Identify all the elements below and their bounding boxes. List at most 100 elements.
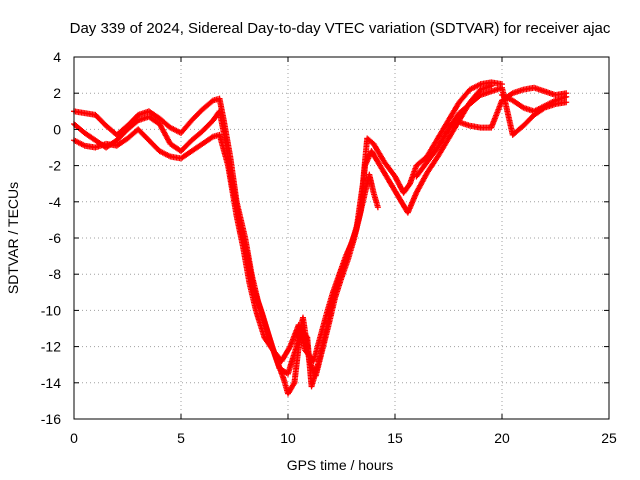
sample-markers bbox=[457, 102, 472, 116]
sample-markers bbox=[285, 381, 297, 396]
sample-markers bbox=[313, 348, 325, 377]
sample-markers bbox=[521, 113, 537, 128]
series-track-6 bbox=[499, 92, 570, 115]
y-axis-label: SDTVAR / TECUs bbox=[5, 182, 21, 294]
sample-markers bbox=[179, 118, 194, 135]
sample-markers bbox=[405, 191, 419, 215]
sample-markers bbox=[532, 103, 547, 114]
sample-markers bbox=[457, 87, 472, 104]
sample-markers bbox=[425, 145, 440, 164]
x-tick-label: 25 bbox=[601, 430, 617, 446]
sample-markers bbox=[216, 133, 231, 168]
sample-markers bbox=[326, 296, 338, 327]
y-tick-label: 2 bbox=[53, 85, 61, 101]
sample-markers bbox=[435, 118, 451, 141]
sample-markers bbox=[366, 173, 377, 195]
sample-markers bbox=[414, 160, 430, 179]
x-axis-label: GPS time / hours bbox=[287, 457, 394, 473]
sample-markers bbox=[349, 218, 362, 244]
sample-markers bbox=[225, 164, 240, 218]
sample-markers bbox=[189, 107, 205, 123]
sample-markers bbox=[336, 254, 349, 276]
sample-markers bbox=[377, 163, 393, 186]
sample-markers bbox=[125, 113, 141, 128]
sample-markers bbox=[246, 281, 259, 312]
sample-markers bbox=[371, 191, 381, 209]
y-tick-label: -2 bbox=[49, 158, 62, 174]
sample-markers bbox=[200, 134, 215, 146]
series-track-2 bbox=[71, 82, 495, 379]
sample-markers bbox=[233, 214, 246, 249]
sample-markers bbox=[189, 129, 205, 143]
y-tick-label: -12 bbox=[41, 339, 61, 355]
sample-markers bbox=[114, 127, 130, 143]
x-tick-label: 0 bbox=[70, 430, 78, 446]
y-tick-label: -6 bbox=[49, 230, 62, 246]
sample-markers bbox=[179, 138, 194, 154]
sample-markers bbox=[510, 123, 526, 137]
sample-markers bbox=[93, 113, 109, 128]
chart-title: Day 339 of 2024, Sidereal Day-to-day VTE… bbox=[70, 20, 611, 37]
sample-markers bbox=[259, 312, 274, 345]
series-track-3 bbox=[71, 126, 381, 365]
sample-markers bbox=[179, 149, 194, 161]
data-point bbox=[563, 93, 570, 100]
sample-markers bbox=[407, 164, 419, 186]
sample-markers bbox=[157, 116, 173, 130]
sample-markers bbox=[262, 335, 276, 352]
sample-markers bbox=[211, 132, 221, 140]
sample-markers bbox=[83, 130, 98, 143]
y-tick-label: -10 bbox=[41, 302, 61, 318]
sample-markers bbox=[424, 154, 440, 175]
y-tick-label: -8 bbox=[49, 266, 62, 282]
sample-markers bbox=[147, 114, 162, 127]
sample-markers bbox=[371, 142, 387, 164]
sample-markers bbox=[355, 191, 368, 222]
sample-markers bbox=[251, 287, 265, 316]
sample-markers bbox=[200, 98, 215, 112]
y-tick-label: -4 bbox=[49, 194, 62, 210]
tick-labels: 0 5 10 15 20 25 -16 -14 -12 -10 -8 -6 -4 -2 0 2 4 bbox=[41, 49, 617, 446]
sample-markers bbox=[240, 245, 253, 285]
y-tick-label: -16 bbox=[41, 411, 61, 427]
x-tick-label: 10 bbox=[280, 430, 296, 446]
sample-markers bbox=[511, 98, 526, 110]
sample-markers bbox=[414, 154, 429, 168]
series-track-4 bbox=[413, 84, 570, 180]
sample-markers bbox=[253, 308, 267, 340]
sample-markers bbox=[392, 174, 406, 195]
sample-markers bbox=[365, 136, 376, 146]
axes bbox=[73, 56, 610, 420]
sample-markers bbox=[211, 96, 221, 103]
sample-markers bbox=[158, 148, 172, 159]
data-point bbox=[488, 82, 495, 89]
sample-markers bbox=[446, 100, 462, 122]
x-tick-label: 20 bbox=[494, 430, 510, 446]
sample-markers bbox=[115, 136, 130, 148]
y-tick-label: -14 bbox=[41, 375, 61, 391]
sample-markers bbox=[279, 344, 293, 363]
sample-markers bbox=[369, 149, 383, 168]
data-marks bbox=[71, 79, 570, 397]
sample-markers bbox=[388, 182, 402, 200]
x-tick-label: 15 bbox=[387, 430, 403, 446]
sample-markers bbox=[543, 98, 557, 109]
sample-markers bbox=[157, 122, 173, 146]
sample-markers bbox=[114, 123, 130, 137]
sample-markers bbox=[468, 81, 483, 92]
sample-markers bbox=[500, 92, 515, 103]
sample-markers bbox=[125, 118, 141, 132]
grid-lines bbox=[74, 57, 609, 419]
sample-markers bbox=[285, 345, 300, 376]
sample-markers bbox=[424, 136, 440, 159]
sample-markers bbox=[296, 323, 308, 352]
sample-markers bbox=[435, 127, 451, 150]
sample-markers bbox=[200, 118, 216, 134]
sample-markers bbox=[330, 272, 342, 294]
sample-markers bbox=[146, 138, 162, 154]
y-tick-label: 4 bbox=[53, 49, 61, 65]
sample-markers bbox=[382, 160, 398, 179]
sample-markers bbox=[317, 312, 330, 339]
data-point bbox=[374, 204, 381, 211]
